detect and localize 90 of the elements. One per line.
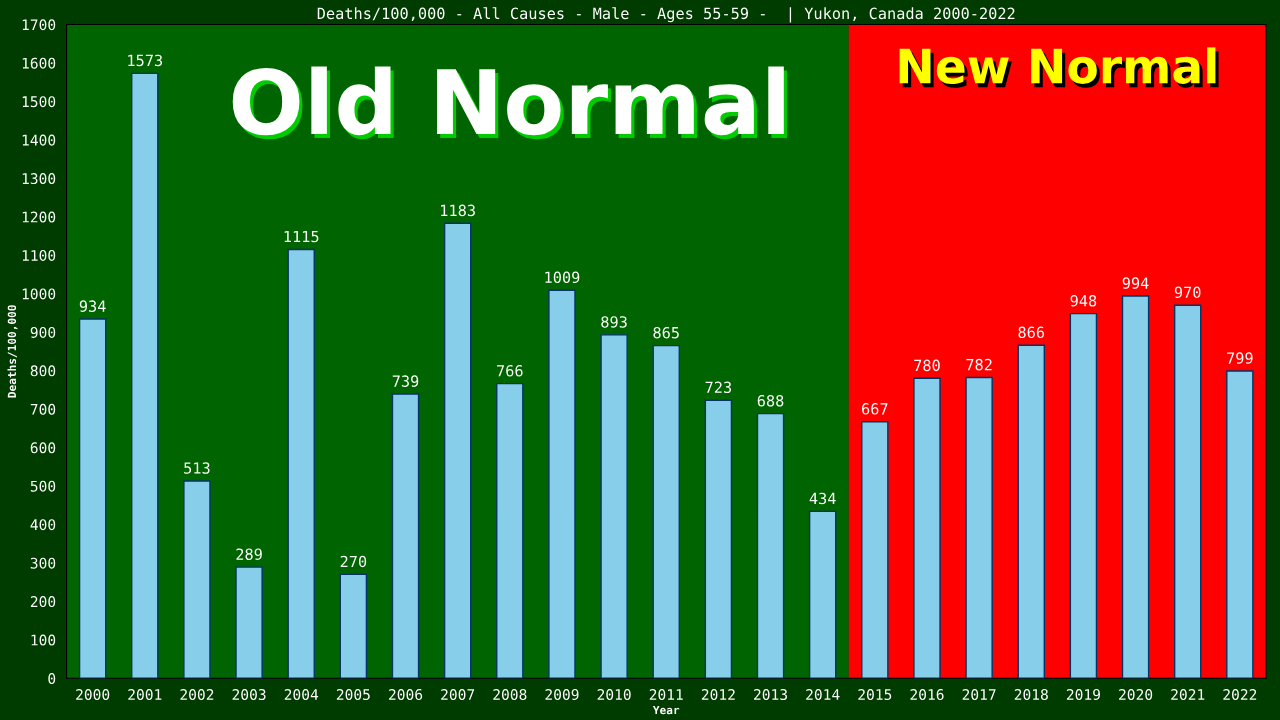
bar (78, 318, 107, 679)
y-tick-label: 1600 (22, 57, 56, 69)
bar (548, 289, 576, 679)
x-tick-label: 2015 (858, 688, 892, 701)
y-axis-title: Deaths/100,000 (7, 305, 18, 398)
bar (391, 393, 420, 679)
data-label: 766 (497, 364, 523, 377)
y-tick-label: 1200 (22, 211, 56, 223)
y-tick-label: 1500 (22, 96, 56, 108)
x-tick-label: 2005 (336, 688, 370, 701)
y-tick-label: 0 (48, 673, 56, 685)
bar (496, 382, 524, 679)
bar (756, 412, 785, 679)
x-tick-label: 2022 (1223, 688, 1257, 701)
bar (652, 344, 680, 679)
bar (704, 399, 733, 679)
bar (1226, 370, 1254, 679)
x-tick-label: 2004 (284, 688, 319, 701)
x-tick-label: 2021 (1171, 688, 1205, 701)
x-tick-label: 2010 (597, 688, 631, 701)
data-label: 289 (236, 548, 262, 560)
y-tick-label: 800 (30, 365, 56, 377)
bar (861, 421, 889, 679)
data-label: 948 (1070, 294, 1097, 307)
x-tick-label: 2012 (701, 688, 735, 701)
x-tick-label: 2018 (1014, 688, 1048, 701)
x-tick-label: 2019 (1066, 688, 1100, 701)
y-tick-label: 600 (30, 442, 56, 454)
y-tick-label: 500 (30, 480, 56, 492)
bar (600, 334, 628, 679)
y-tick-label: 1700 (22, 19, 56, 31)
x-tick-label: 2003 (232, 688, 266, 701)
x-tick-label: 2009 (545, 688, 579, 701)
data-label: 1115 (284, 230, 319, 243)
data-label: 723 (705, 381, 732, 394)
x-tick-label: 2017 (962, 688, 996, 701)
x-tick-label: 2008 (493, 688, 527, 701)
data-label: 866 (1018, 326, 1045, 339)
x-tick-label: 2020 (1119, 688, 1153, 701)
x-tick-label: 2006 (389, 688, 423, 701)
x-axis-title: Year (652, 705, 680, 715)
data-label: 739 (392, 375, 419, 387)
bar (183, 480, 211, 679)
y-tick-label: 400 (30, 519, 56, 531)
bar (235, 566, 263, 679)
y-tick-label: 1000 (22, 288, 56, 300)
data-label: 780 (914, 359, 940, 372)
data-label: 994 (1122, 277, 1149, 289)
x-tick-label: 2007 (441, 688, 475, 701)
bar (808, 510, 837, 679)
bar (913, 377, 941, 679)
data-label: 799 (1227, 352, 1253, 364)
bar (1069, 312, 1098, 679)
y-tick-label: 1100 (22, 249, 56, 262)
data-label: 782 (966, 358, 992, 371)
bar (131, 72, 159, 679)
x-tick-label: 2001 (128, 688, 162, 701)
x-tick-label: 2014 (806, 688, 840, 701)
data-label: 970 (1174, 286, 1201, 299)
data-label: 1573 (128, 54, 163, 67)
data-label: 1009 (545, 271, 580, 284)
bar (287, 248, 315, 679)
data-label: 865 (653, 326, 679, 339)
data-label: 688 (757, 394, 784, 407)
bar (965, 376, 993, 679)
bar (443, 222, 472, 679)
y-tick-label: 1400 (22, 134, 56, 146)
bar (339, 573, 368, 679)
y-tick-label: 1300 (22, 173, 56, 185)
y-tick-label: 200 (30, 596, 56, 608)
y-tick-label: 300 (30, 557, 56, 569)
x-tick-label: 2000 (76, 688, 110, 701)
y-tick-label: 700 (30, 403, 56, 415)
data-label: 434 (809, 492, 836, 505)
chart-title: Deaths/100,000 - All Causes - Male - Ages 55-59 - | Yukon, Canada 2000-2022 (317, 7, 1015, 23)
bar (1017, 344, 1045, 679)
x-tick-label: 2013 (754, 688, 787, 701)
data-label: 667 (862, 403, 888, 415)
y-tick-label: 900 (30, 326, 56, 338)
data-label: 934 (79, 300, 106, 312)
bar (1121, 295, 1150, 679)
x-tick-label: 2002 (180, 688, 214, 701)
data-label: 270 (340, 555, 367, 568)
x-tick-label: 2011 (649, 688, 683, 701)
data-label: 513 (184, 462, 210, 474)
bar (1173, 304, 1202, 679)
data-label: 1183 (441, 204, 475, 217)
x-tick-label: 2016 (910, 688, 944, 701)
data-label: 893 (601, 316, 627, 328)
y-tick-label: 100 (31, 634, 56, 646)
